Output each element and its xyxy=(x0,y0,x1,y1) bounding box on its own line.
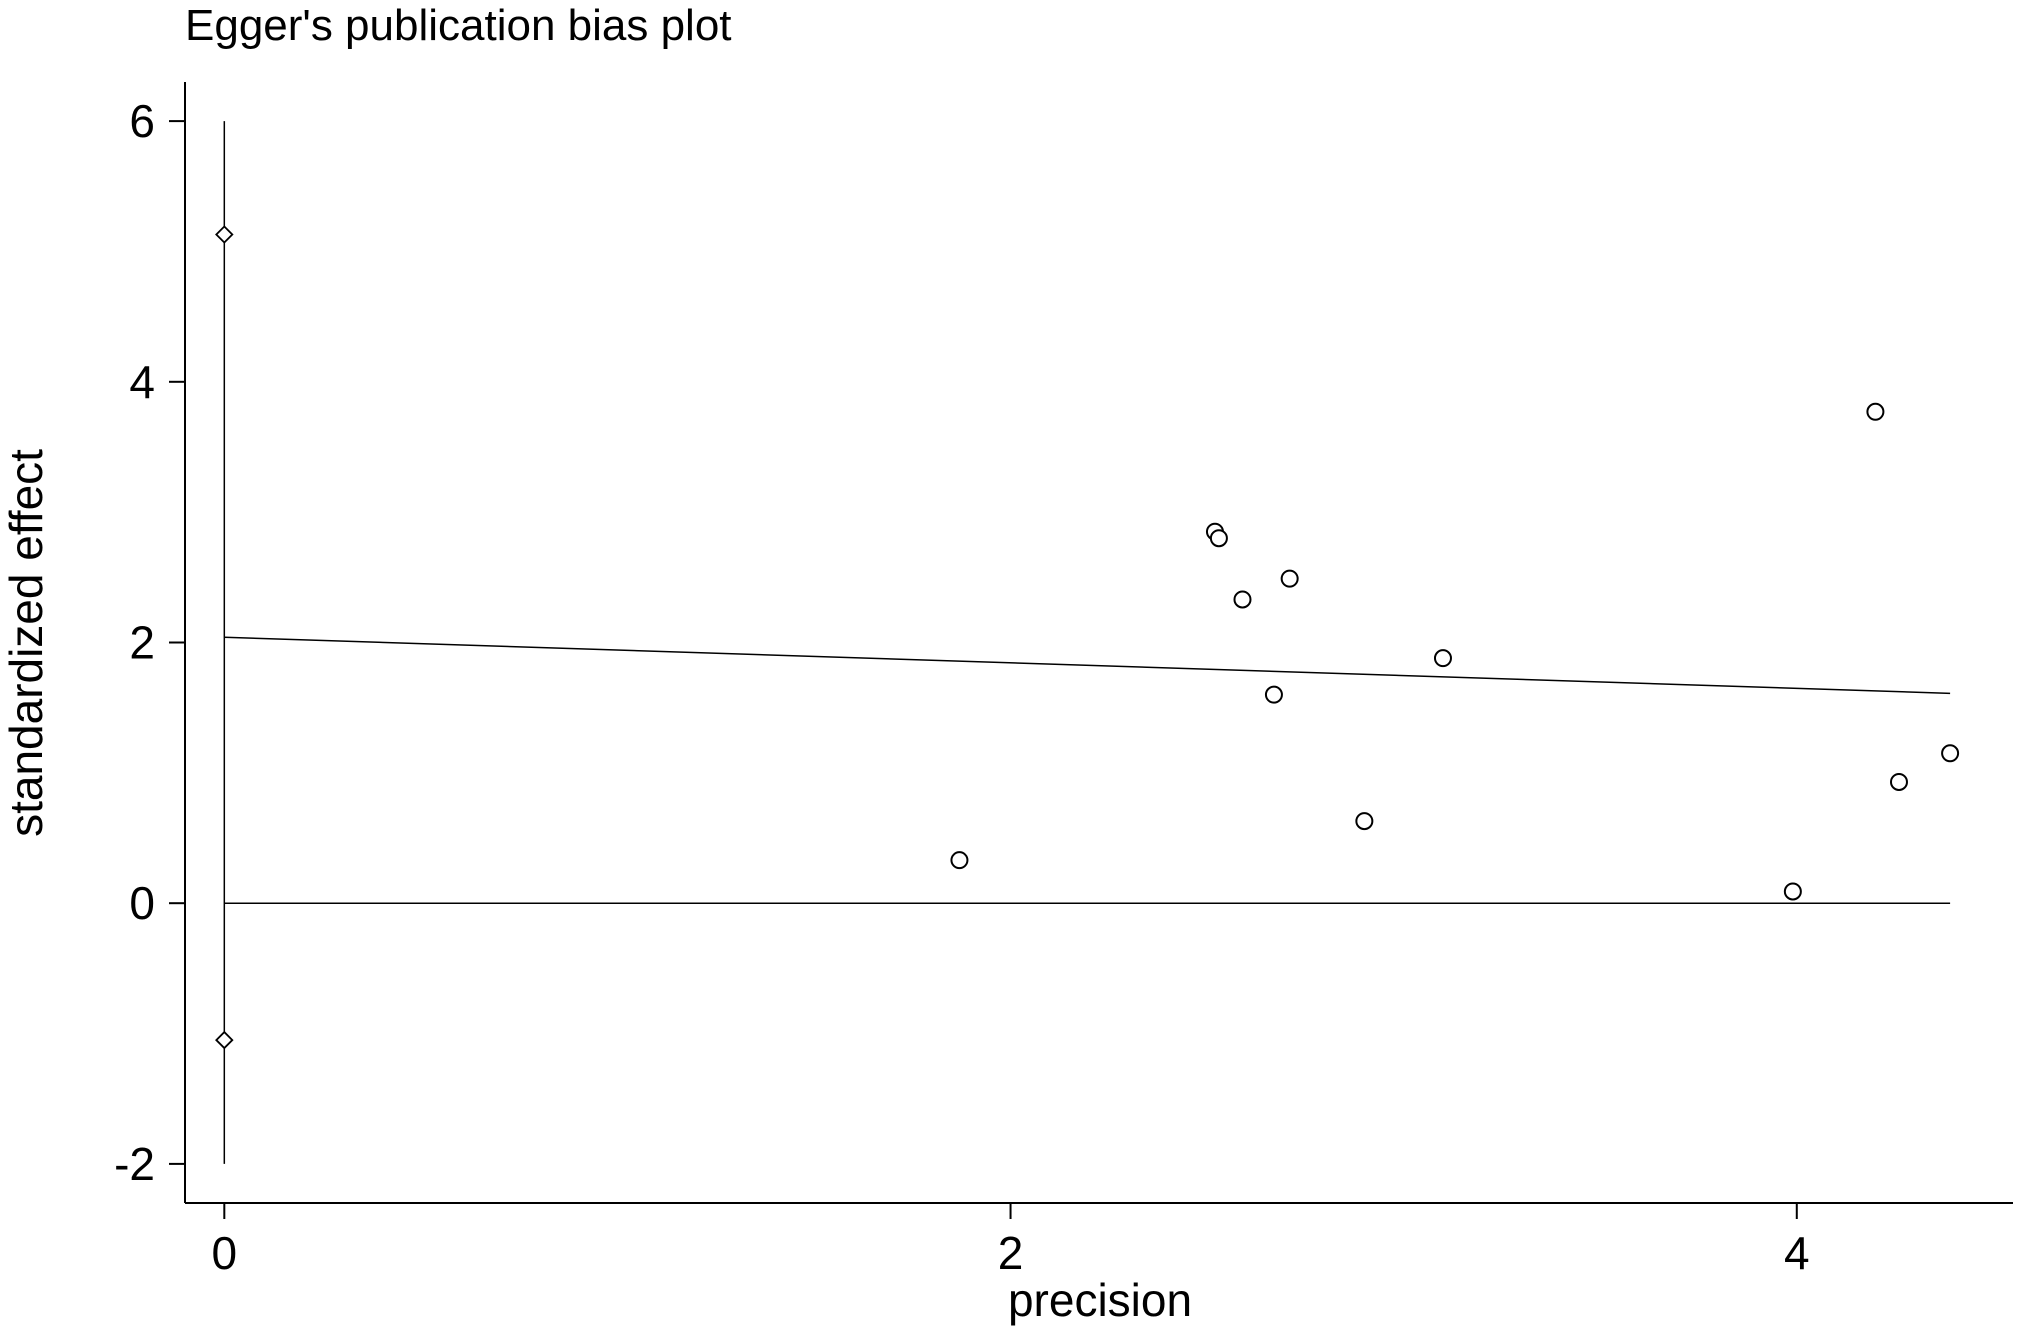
data-point xyxy=(1889,772,1908,791)
plot-lines xyxy=(215,121,1951,1164)
data-point xyxy=(1233,590,1252,609)
y-tick-label: 6 xyxy=(129,95,155,147)
data-point xyxy=(1783,882,1802,901)
chart-title: Egger's publication bias plot xyxy=(185,1,732,50)
ci-upper-marker xyxy=(215,225,234,244)
axes: -2 0 2 4 6 0 2 4 xyxy=(114,82,2013,1279)
y-axis-label: standardized effect xyxy=(0,449,52,837)
data-point xyxy=(1209,529,1228,548)
y-tick-label: -2 xyxy=(114,1138,155,1190)
x-tick-label: 0 xyxy=(212,1227,238,1279)
data-point xyxy=(950,851,969,870)
x-tick-label: 4 xyxy=(1784,1227,1810,1279)
x-tick-label: 2 xyxy=(998,1227,1024,1279)
regression-line xyxy=(224,636,1951,695)
data-point xyxy=(1355,812,1374,831)
y-tick-label: 2 xyxy=(129,617,155,669)
y-tick-label: 0 xyxy=(129,877,155,929)
data-point xyxy=(1280,569,1299,588)
data-point xyxy=(1264,685,1283,704)
y-tick-label: 4 xyxy=(129,356,155,408)
data-points xyxy=(950,402,1960,901)
ci-lower-marker xyxy=(215,1030,234,1050)
data-point xyxy=(1866,402,1885,421)
data-point xyxy=(1941,744,1960,763)
x-axis-label: precision xyxy=(1008,1274,1192,1326)
data-point xyxy=(1433,649,1452,668)
